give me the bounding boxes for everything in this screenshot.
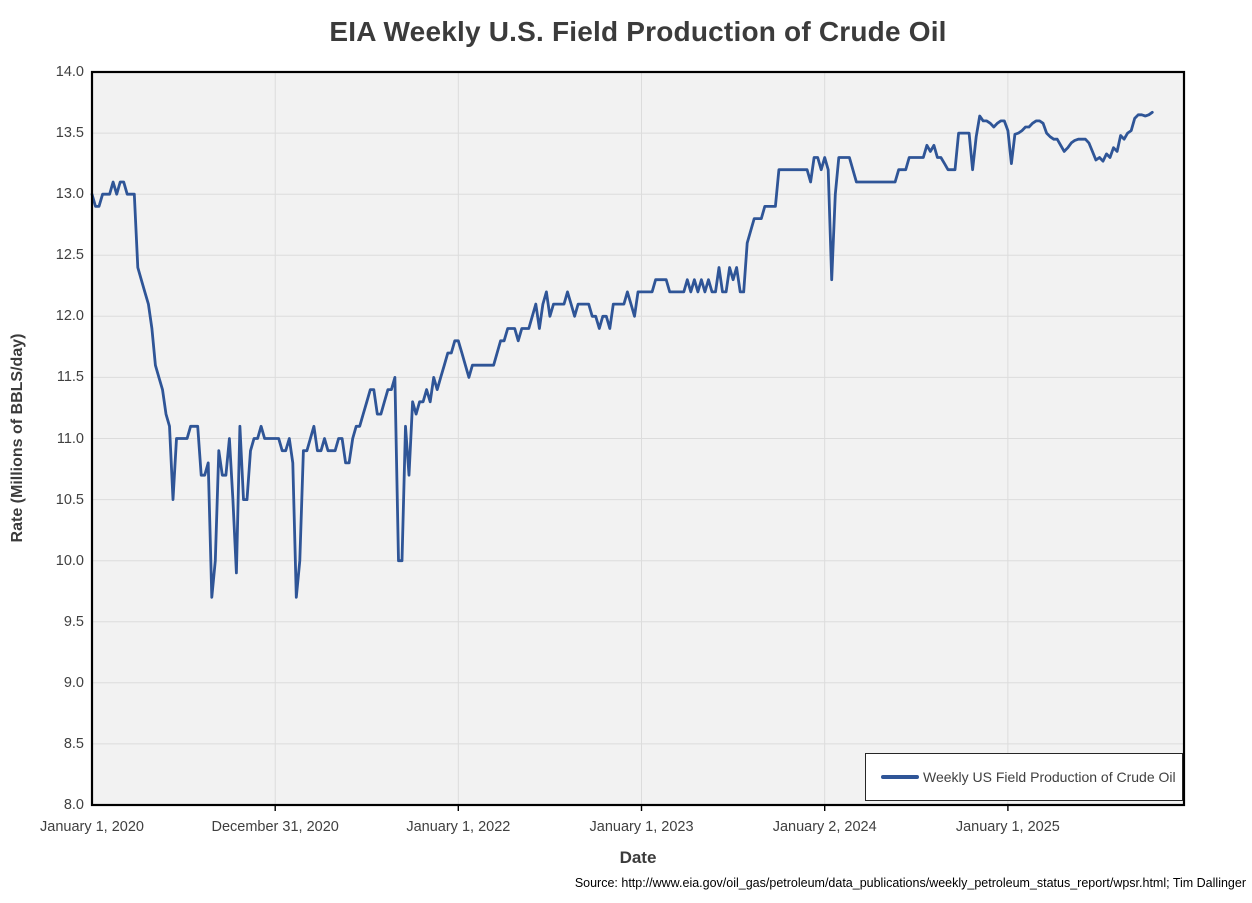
x-axis-title: Date [619, 848, 657, 867]
x-tick-label: December 31, 2020 [211, 819, 339, 835]
legend: Weekly US Field Production of Crude Oil [865, 753, 1183, 801]
y-tick-label: 9.0 [63, 674, 84, 691]
source-note: Source: http://www.eia.gov/oil_gas/petro… [574, 876, 1246, 890]
y-tick-label: 12.0 [55, 308, 84, 325]
chart-title: EIA Weekly U.S. Field Production of Crud… [329, 16, 947, 47]
y-tick-label: 10.0 [55, 552, 84, 569]
y-tick-label: 12.5 [55, 247, 84, 264]
x-tick-label: January 1, 2025 [955, 819, 1060, 835]
x-tick-label: January 2, 2024 [772, 819, 877, 835]
x-tick-label: January 1, 2023 [589, 819, 694, 835]
legend-line-swatch [881, 775, 919, 779]
y-tick-label: 9.5 [63, 613, 84, 630]
y-tick-label: 13.5 [55, 125, 84, 142]
legend-label: Weekly US Field Production of Crude Oil [923, 769, 1176, 785]
production-line [90, 110, 1154, 599]
x-tick-label: January 1, 2020 [40, 819, 144, 835]
y-tick-label: 11.5 [56, 369, 84, 386]
y-tick-label: 8.0 [63, 797, 84, 813]
y-tick-label: 13.0 [55, 186, 84, 203]
y-tick-label: 8.5 [63, 735, 84, 752]
y-tick-label: 14.0 [55, 64, 84, 80]
y-tick-label: 10.5 [55, 491, 84, 508]
y-tick-label: 11.0 [56, 430, 84, 447]
x-tick-label: January 1, 2022 [406, 819, 511, 835]
